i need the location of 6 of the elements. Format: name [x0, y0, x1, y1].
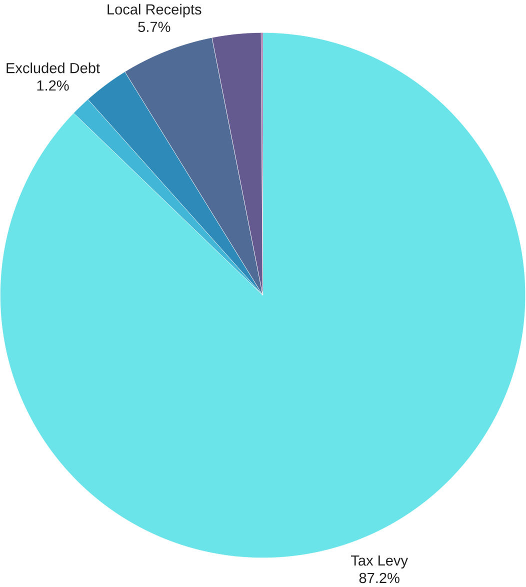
slice-label: Local Receipts: [108, 4, 202, 18]
data-label: 5.7%: [138, 22, 170, 32]
slice-label: Tax Levy: [351, 556, 408, 569]
data-label: 1.2%: [38, 80, 70, 91]
slice-label: Excluded Debt: [6, 62, 100, 74]
data-label: 87.2%: [360, 572, 400, 584]
